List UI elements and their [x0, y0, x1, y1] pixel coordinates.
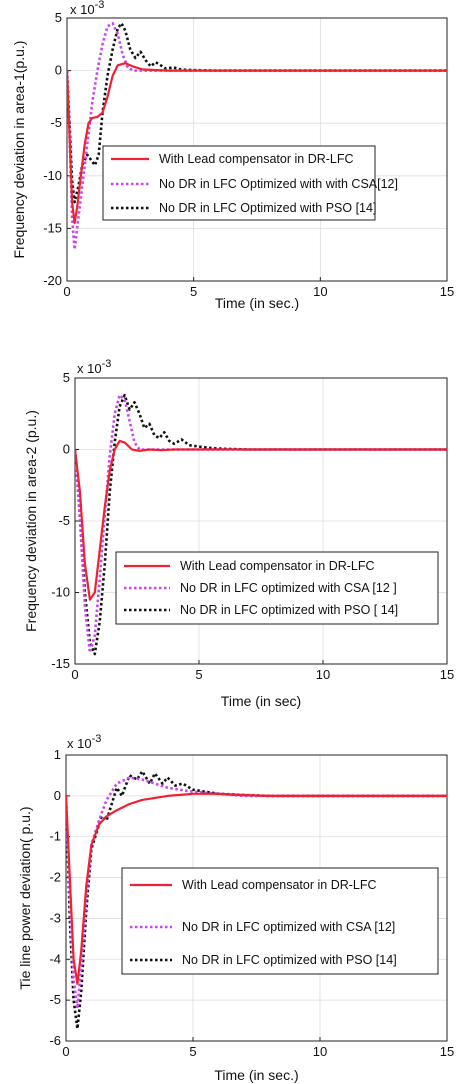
y-tick-label: 0 [55, 63, 62, 78]
y-tick-label: -15 [51, 656, 70, 671]
x-tick-label: 15 [440, 1044, 454, 1059]
y-tick-label: -4 [49, 951, 61, 966]
y-tick-label: -6 [49, 1033, 61, 1048]
y-tick-label: 1 [54, 747, 61, 762]
y-tick-label: -10 [43, 168, 62, 183]
chart-2: 0 5 10 15 5 0 -5 -10 -15 x 10-3 Time (in sec) Frequ… [23, 358, 454, 709]
series-line-2 [75, 393, 447, 654]
legend-box [121, 867, 439, 975]
y-tick-label: -5 [50, 115, 62, 130]
y-tick-label: -3 [49, 910, 61, 925]
legend-entry-label: With Lead compensator in DR-LFC [180, 559, 375, 573]
x-axis-label: Time (in sec) [221, 693, 301, 709]
legend-entry-label: No DR in LFC optimized with CSA [12] [182, 920, 395, 934]
y-tick-label: -10 [51, 585, 70, 600]
x-tick-label: 0 [71, 667, 78, 682]
legend-entry-label: With Lead compensator in DR-LFC [159, 152, 354, 166]
x-tick-label: 10 [313, 284, 327, 299]
legend-entry-label: With Lead compensator in DR-LFC [182, 878, 377, 892]
legend-entry-label: No DR in LFC Optimized with with CSA[12] [159, 177, 398, 191]
axis-exponent-label: x 10-3 [67, 733, 101, 751]
x-tick-label: 5 [189, 1044, 196, 1059]
y-tick-label: -5 [58, 513, 70, 528]
series-line-1 [66, 792, 447, 985]
series-line-3 [75, 393, 447, 656]
legend-entry-label: No DR in LFC optimized with CSA [12 ] [180, 581, 397, 595]
x-tick-label: 10 [313, 1044, 327, 1059]
series-line-1 [67, 62, 447, 225]
x-tick-label: 0 [63, 284, 70, 299]
y-tick-label: -1 [49, 829, 61, 844]
legend-entry-label: No DR in LFC Optimized with PSO [14] [159, 201, 376, 215]
y-tick-label: 0 [63, 442, 70, 457]
x-tick-label: 15 [440, 667, 454, 682]
series-line-2 [66, 776, 447, 1010]
chart-1: 0 5 10 15 5 0 -5 -10 -15 -20 x 10-3 Time (in sec.) F… [11, 0, 454, 311]
legend-entry-label: No DR in LFC optimized with PSO [ 14] [180, 603, 398, 617]
legend-entry-label: No DR in LFC optimized with PSO [14] [182, 953, 397, 967]
y-tick-label: 5 [63, 370, 70, 385]
x-axis-label: Time (in sec.) [215, 295, 299, 311]
y-tick-label: -5 [49, 992, 61, 1007]
y-tick-label: -20 [43, 273, 62, 288]
y-tick-label: 5 [55, 10, 62, 25]
y-tick-label: 0 [54, 788, 61, 803]
y-axis-label: Tie line power deviation( p.u.) [17, 806, 33, 989]
x-tick-label: 10 [316, 667, 330, 682]
y-tick-label: -15 [43, 220, 62, 235]
plot-frame [65, 754, 448, 1042]
series-line-1 [75, 439, 447, 601]
x-axis-label: Time (in sec.) [214, 1067, 298, 1083]
x-tick-label: 5 [195, 667, 202, 682]
x-tick-label: 0 [62, 1044, 69, 1059]
axis-exponent-label: x 10-3 [77, 358, 111, 376]
plot-frame [66, 17, 448, 282]
y-axis-label: Frequency deviation in area-2 (p.u.) [23, 410, 39, 632]
x-tick-label: 15 [440, 284, 454, 299]
series-line-3 [66, 770, 447, 1030]
y-tick-label: -2 [49, 870, 61, 885]
x-tick-label: 5 [190, 284, 197, 299]
y-axis-label: Frequency deviation in area-1(p.u.) [11, 41, 27, 259]
axis-exponent-label: x 10-3 [70, 0, 104, 17]
